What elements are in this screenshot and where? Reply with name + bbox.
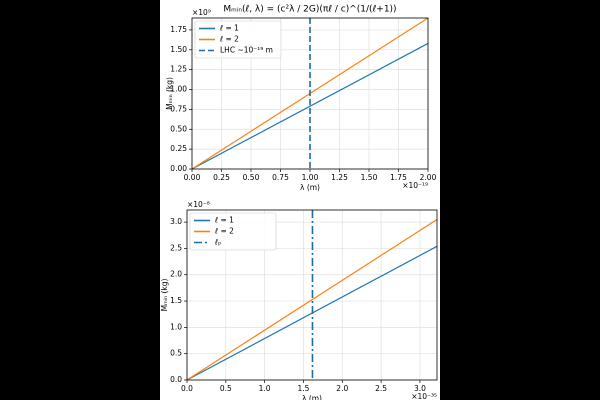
- x-tick-label: 0.75: [272, 173, 289, 182]
- y-tick-label: 1.00: [170, 85, 187, 94]
- x-axis-label: λ (m): [300, 183, 320, 192]
- x-tick-label: 1.50: [361, 173, 378, 182]
- y-tick-label: 1.0: [170, 322, 182, 331]
- x-offset: ×10⁻³⁵: [411, 392, 437, 400]
- y-tick-label: 2.0: [170, 270, 182, 279]
- x-tick-label: 1.75: [390, 173, 407, 182]
- x-tick-label: 0.5: [220, 384, 232, 393]
- x-tick-label: 2.5: [375, 384, 387, 393]
- y-offset: ×10⁻⁸: [187, 200, 210, 209]
- legend-label: ℓ = 2: [214, 227, 234, 236]
- plot-frame: [186, 209, 438, 381]
- x-tick-label: 0.00: [184, 173, 201, 182]
- x-axis-label: λ (m): [302, 394, 322, 400]
- plot-frame: [191, 17, 429, 170]
- x-tick-label: 1.5: [297, 384, 309, 393]
- x-offset: ×10⁻¹⁹: [402, 181, 428, 190]
- legend-label: ℓ = 1: [214, 216, 234, 225]
- y-tick-label: 0.0: [170, 375, 182, 384]
- legend-label: LHC ~10⁻¹⁹ m: [220, 46, 273, 55]
- y-tick-label: 1.75: [170, 25, 187, 34]
- y-offset: ×10⁹: [192, 8, 211, 17]
- legend-box: [194, 20, 282, 59]
- figure-background: [160, 0, 440, 400]
- x-tick-label: 2.0: [336, 384, 348, 393]
- legend-label: ℓ = 2: [219, 35, 239, 44]
- y-tick-label: 3.0: [170, 217, 182, 226]
- x-tick-label: 1.00: [302, 173, 319, 182]
- y-tick-label: 0.25: [170, 144, 187, 153]
- x-tick-label: 1.25: [331, 173, 348, 182]
- y-tick-label: 1.25: [170, 65, 187, 74]
- y-tick-label: 1.50: [170, 45, 187, 54]
- x-tick-label: 3.0: [414, 384, 426, 393]
- y-axis-label: Mₘᵢₙ (kg): [165, 77, 174, 110]
- y-tick-label: 2.5: [170, 243, 182, 252]
- x-tick-label: 1.0: [259, 384, 271, 393]
- y-axis-label: Mₘᵢₙ (kg): [160, 279, 169, 312]
- y-tick-label: 0.5: [170, 349, 182, 358]
- x-tick-label: 0.25: [213, 173, 230, 182]
- legend-label: ℓₚ: [214, 238, 221, 247]
- legend-label: ℓ = 1: [219, 24, 239, 33]
- chart-title: Mₘᵢₙ(ℓ, λ) = (c²λ / 2G)(πℓ / c)^(1/(ℓ+1)…: [223, 5, 396, 15]
- series-line: [191, 42, 429, 170]
- x-tick-label: 0.50: [243, 173, 260, 182]
- y-tick-label: 1.5: [170, 296, 182, 305]
- y-tick-label: 0.50: [170, 124, 187, 133]
- x-tick-label: 2.00: [420, 173, 437, 182]
- x-tick-label: 0.0: [181, 384, 193, 393]
- legend-box: [189, 212, 277, 251]
- y-tick-label: 0.75: [170, 104, 187, 113]
- y-tick-label: 0.00: [170, 164, 187, 173]
- series-line: [186, 218, 438, 381]
